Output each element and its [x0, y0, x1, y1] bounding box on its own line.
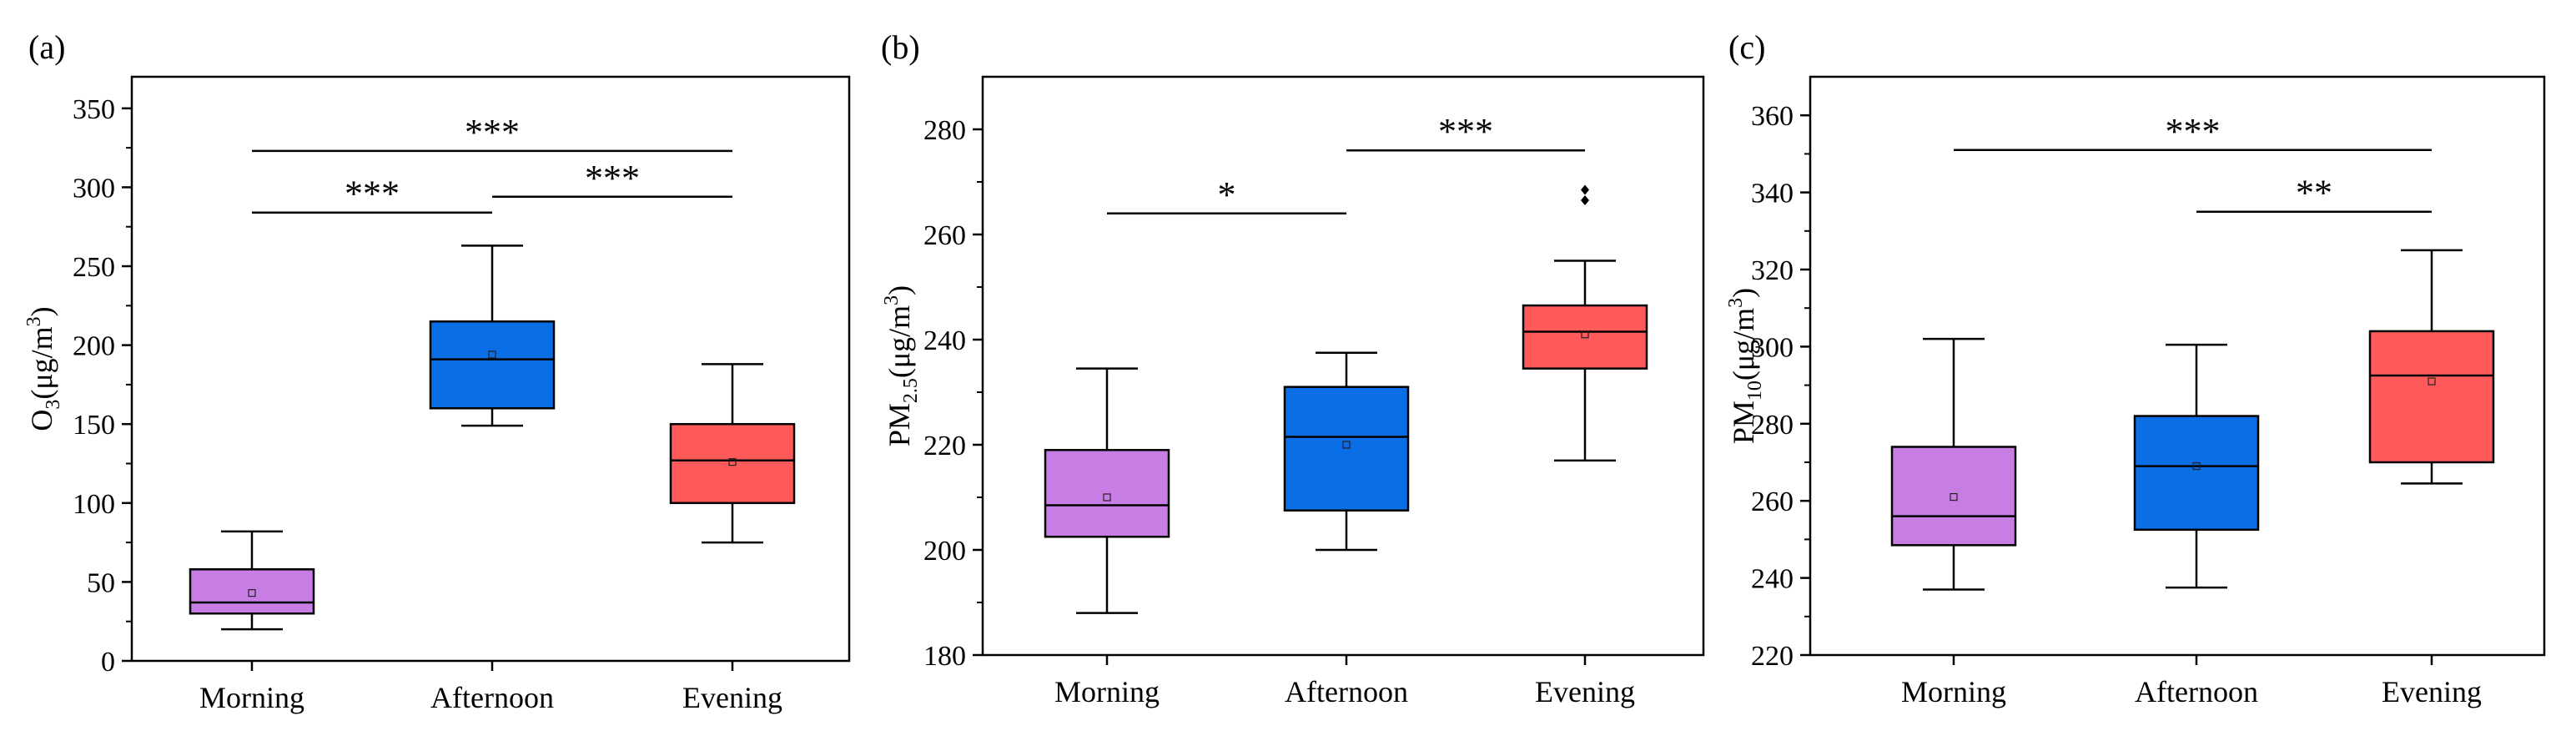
- y-tick-label: 200: [73, 331, 115, 362]
- y-tick-label: 280: [923, 115, 966, 146]
- y-tick-label: 50: [87, 567, 115, 598]
- y-tick-label: 350: [73, 94, 115, 125]
- x-tick-label: Afternoon: [1285, 675, 1408, 708]
- y-tick-label: 220: [1751, 641, 1794, 672]
- y-tick-label: 240: [923, 325, 966, 356]
- y-tick-label: 250: [73, 252, 115, 283]
- panel-label: (c): [1728, 28, 1765, 66]
- panel-a: (a) 0 50 100 150 200 250 300 350 O3(μg/m3) Morning…: [23, 28, 851, 714]
- box-iqr: [2133, 415, 2260, 532]
- y-tick-label: 260: [923, 220, 966, 251]
- box-morning: Morning: [1890, 337, 2017, 708]
- significance-label: ***: [2166, 111, 2221, 152]
- box-morning: Morning: [189, 530, 315, 714]
- outlier-point: [1581, 195, 1589, 206]
- mean-marker: [248, 589, 256, 597]
- box-afternoon: Afternoon: [1283, 351, 1410, 708]
- y-tick-label: 360: [1751, 101, 1794, 132]
- box-afternoon: Afternoon: [429, 244, 556, 714]
- y-axis-label: PM2.5(μg/m3): [881, 285, 922, 446]
- y-tick-label: 240: [1751, 564, 1794, 595]
- box-morning: Morning: [1044, 367, 1170, 708]
- y-tick-label: 200: [923, 536, 966, 567]
- y-tick-label: 100: [73, 489, 115, 520]
- mean-marker: [728, 458, 737, 466]
- x-tick-label: Morning: [1901, 675, 2006, 708]
- significance-label: ***: [1438, 111, 1493, 152]
- plot-frame: [981, 75, 1705, 657]
- plot-frame: [1809, 75, 2546, 657]
- x-tick-label: Evening: [682, 681, 782, 714]
- mean-marker: [1342, 441, 1351, 449]
- y-axis-label: PM10(μg/m3): [1725, 288, 1766, 444]
- box-evening: Evening: [1522, 184, 1648, 708]
- significance-label: ***: [465, 112, 520, 153]
- box-iqr: [429, 320, 556, 410]
- mean-marker: [1950, 492, 1958, 502]
- significance-label: ***: [585, 158, 640, 199]
- x-tick-label: Afternoon: [2135, 675, 2258, 708]
- outlier-point: [1581, 184, 1589, 195]
- y-tick-label: 260: [1751, 486, 1794, 517]
- y-tick-label: 220: [923, 431, 966, 461]
- box-iqr: [2368, 330, 2495, 464]
- x-tick-label: Morning: [1054, 675, 1160, 708]
- mean-marker: [1103, 493, 1111, 502]
- box-iqr: [1044, 449, 1170, 538]
- y-tick-label: 0: [101, 647, 115, 678]
- mean-marker: [2428, 377, 2436, 386]
- x-tick-label: Evening: [2382, 675, 2482, 708]
- box-iqr: [189, 568, 315, 615]
- significance-label: **: [2296, 173, 2332, 214]
- box-evening: Evening: [669, 363, 796, 714]
- box-iqr: [1283, 386, 1410, 512]
- panel-b: (b) 180 200 220 240 260 280 PM2.5(μg/m3) Morning…: [881, 28, 1705, 708]
- y-tick-label: 150: [73, 410, 115, 441]
- y-tick-label: 180: [923, 641, 966, 672]
- box-iqr: [669, 422, 796, 505]
- mean-marker: [2192, 462, 2201, 471]
- x-tick-label: Morning: [199, 681, 304, 714]
- panel-label: (a): [28, 28, 65, 66]
- box-evening: Evening: [2368, 249, 2495, 708]
- box-iqr: [1890, 446, 2017, 547]
- box-afternoon: Afternoon: [2133, 343, 2260, 708]
- y-axis-label: O3(μg/m3): [23, 306, 64, 431]
- y-tick-label: 280: [1751, 410, 1794, 441]
- significance-label: *: [1218, 174, 1236, 215]
- panel-label: (b): [881, 28, 920, 66]
- significance-label: ***: [345, 174, 400, 214]
- y-tick-label: 300: [1751, 332, 1794, 363]
- plot-frame: [130, 75, 851, 663]
- y-tick-label: 320: [1751, 255, 1794, 286]
- mean-marker: [488, 350, 496, 359]
- y-tick-label: 340: [1751, 179, 1794, 209]
- x-tick-label: Evening: [1535, 675, 1635, 708]
- mean-marker: [1581, 330, 1589, 339]
- y-tick-label: 300: [73, 173, 115, 204]
- panel-c: (c) 220 240 260 280 300 320 340 360 PM10(μg/m3) Mo…: [1725, 28, 2546, 708]
- box-iqr: [1522, 304, 1648, 370]
- x-tick-label: Afternoon: [430, 681, 554, 714]
